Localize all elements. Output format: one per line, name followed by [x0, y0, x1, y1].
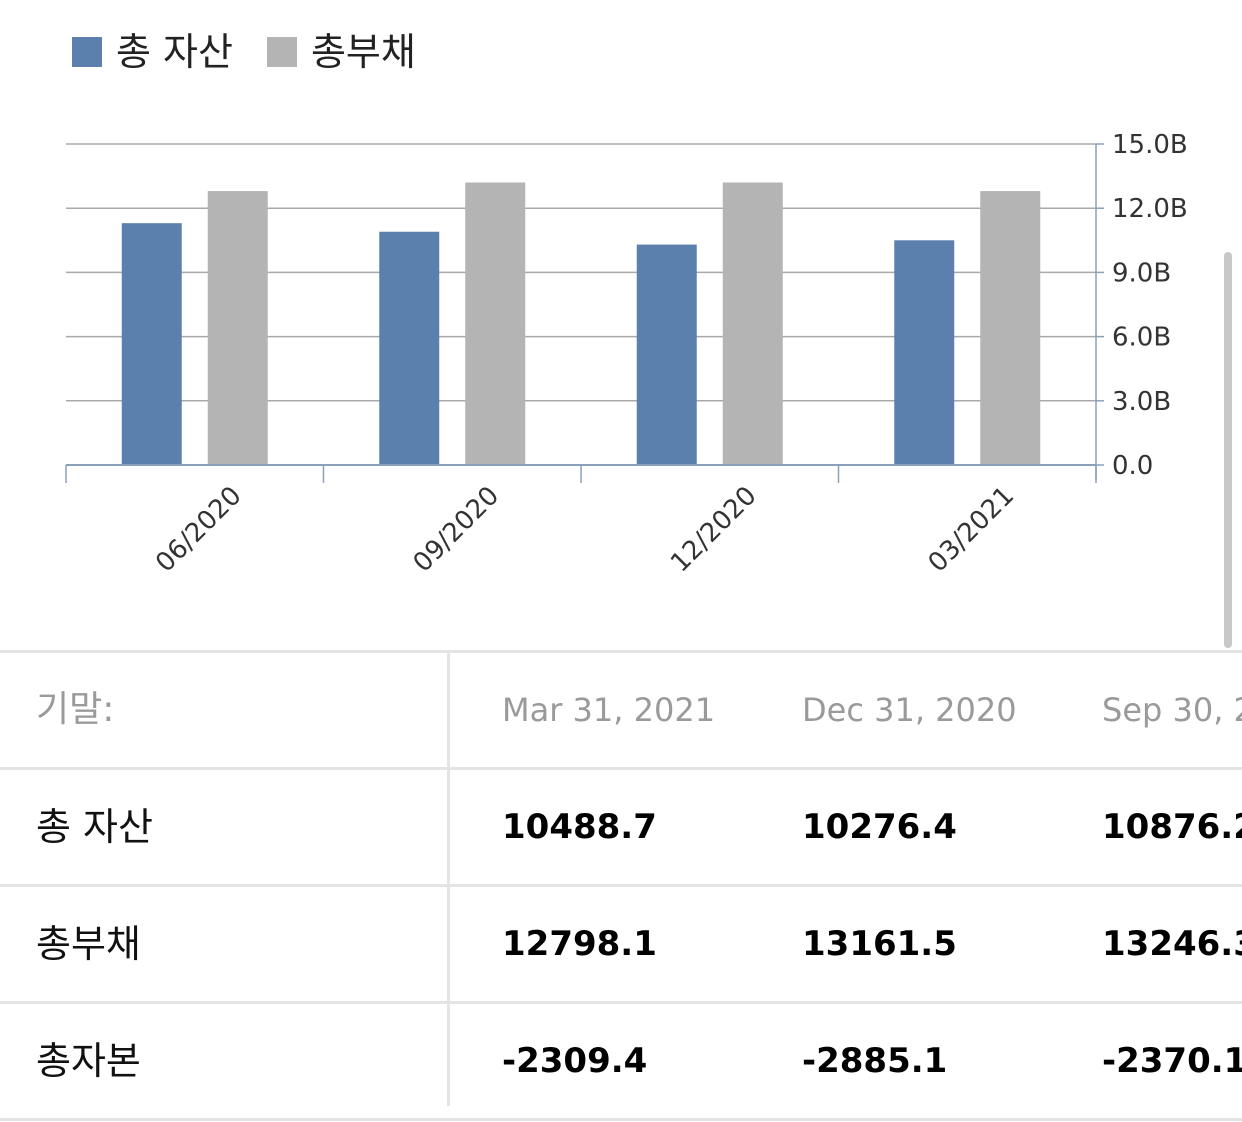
bar-total-liabilities — [465, 182, 526, 465]
cell-total-liabilities-mar-2021: 12798.1 — [502, 924, 657, 964]
table-row-total-equity: 총자본 -2309.4 -2885.1 -2370.1 — [0, 1001, 1242, 1121]
legend-label-total-liabilities: 총부채 — [310, 30, 416, 74]
legend-swatch-total-liabilities — [266, 37, 297, 67]
period-end-label: 기말: — [36, 689, 115, 730]
cell-total-assets-dec-2020: 10276.4 — [802, 807, 957, 847]
cell-total-assets-sep-2020: 10876.2 — [1102, 807, 1242, 847]
bar-total-assets — [894, 240, 955, 465]
column-header-sep-2020: Sep 30, 2020 — [1102, 691, 1242, 729]
x-tick-label: 03/2021 — [923, 481, 1021, 579]
row-label-total-liabilities: 총부채 — [36, 922, 141, 966]
cell-total-liabilities-dec-2020: 13161.5 — [802, 924, 957, 964]
column-header-mar-2021: Mar 31, 2021 — [502, 691, 716, 729]
y-tick-label: 0.0 — [1112, 451, 1153, 481]
cell-total-equity-dec-2020: -2885.1 — [802, 1041, 948, 1081]
bar-total-liabilities — [722, 182, 783, 465]
x-tick-label: 12/2020 — [665, 481, 763, 579]
legend-item-total-liabilities: 총부채 — [266, 30, 416, 74]
bar-total-assets — [121, 223, 182, 465]
bar-total-liabilities — [980, 191, 1041, 465]
cell-total-liabilities-sep-2020: 13246.3 — [1102, 924, 1242, 964]
x-tick-label: 09/2020 — [408, 481, 506, 579]
table-row-total-liabilities: 총부채 12798.1 13161.5 13246.3 — [0, 884, 1242, 1001]
bar-chart: 0.0 3.0B 6.0B 9.0B 12.0B 15.0B 06/2020 09/2020 1… — [65, 130, 1188, 579]
legend-label-total-assets: 총 자산 — [116, 30, 233, 74]
row-label-total-equity: 총자본 — [36, 1039, 141, 1083]
financial-table: 기말: Mar 31, 2021 Dec 31, 2020 Sep 30, 20… — [0, 650, 1242, 1121]
table-row-total-assets: 총 자산 10488.7 10276.4 10876.2 — [0, 767, 1242, 884]
vertical-scrollbar[interactable] — [1224, 252, 1232, 648]
table-column-divider — [447, 650, 450, 1106]
y-tick-label: 9.0B — [1112, 258, 1171, 288]
cell-total-equity-mar-2021: -2309.4 — [502, 1041, 648, 1081]
y-tick-label: 12.0B — [1112, 194, 1188, 224]
legend-swatch-total-assets — [72, 37, 102, 67]
y-tick-label: 15.0B — [1112, 130, 1188, 160]
legend-item-total-assets: 총 자산 — [72, 30, 233, 74]
bar-total-liabilities — [207, 191, 268, 465]
y-tick-label: 3.0B — [1112, 387, 1171, 417]
chart-legend: 총 자산 총부채 — [72, 30, 450, 74]
table-header-row: 기말: Mar 31, 2021 Dec 31, 2020 Sep 30, 20… — [0, 650, 1242, 767]
row-label-total-assets: 총 자산 — [36, 805, 153, 849]
cell-total-assets-mar-2021: 10488.7 — [502, 807, 657, 847]
y-tick-label: 6.0B — [1112, 323, 1171, 353]
x-tick-label: 06/2020 — [150, 481, 248, 579]
cell-total-equity-sep-2020: -2370.1 — [1102, 1041, 1242, 1081]
column-header-dec-2020: Dec 31, 2020 — [802, 691, 1017, 729]
bar-total-assets — [636, 244, 697, 465]
bar-total-assets — [379, 231, 440, 465]
